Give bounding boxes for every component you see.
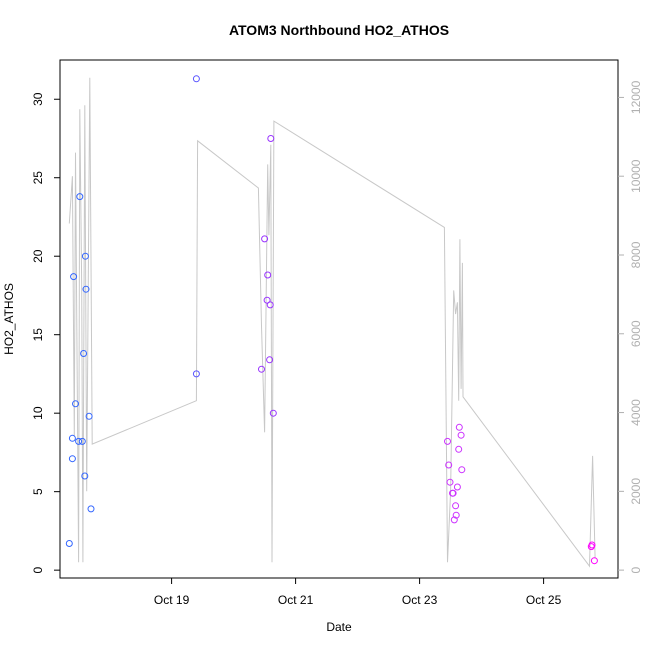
data-point bbox=[192, 370, 200, 378]
scatter-points bbox=[65, 75, 598, 565]
data-point bbox=[266, 356, 274, 364]
y2-tick-label: 4000 bbox=[629, 399, 643, 426]
x-tick-label: Oct 25 bbox=[526, 593, 562, 607]
y2-tick-label: 2000 bbox=[629, 478, 643, 505]
y2-tick-label: 6000 bbox=[629, 320, 643, 347]
y-axis-label: HO2_ATHOS bbox=[2, 283, 16, 355]
x-tick-label: Oct 21 bbox=[278, 593, 314, 607]
y2-tick-label: 12000 bbox=[629, 80, 643, 114]
y-tick-label: 30 bbox=[31, 92, 45, 106]
data-point bbox=[76, 193, 84, 201]
data-point bbox=[75, 437, 83, 445]
y-tick-label: 0 bbox=[31, 566, 45, 573]
data-point bbox=[192, 75, 200, 83]
y-tick-label: 5 bbox=[31, 488, 45, 495]
x-tick-label: Oct 23 bbox=[402, 593, 438, 607]
data-point bbox=[263, 296, 271, 304]
data-point bbox=[267, 135, 275, 142]
y-tick-label: 25 bbox=[31, 171, 45, 185]
data-point bbox=[458, 466, 466, 474]
data-point bbox=[266, 301, 274, 309]
data-point bbox=[588, 541, 596, 549]
y-tick-label: 15 bbox=[31, 328, 45, 342]
data-point bbox=[452, 511, 460, 519]
data-point bbox=[590, 557, 598, 565]
data-point bbox=[455, 423, 463, 431]
data-point bbox=[452, 502, 460, 510]
data-point bbox=[82, 285, 90, 293]
data-point bbox=[445, 461, 453, 469]
data-point bbox=[258, 365, 265, 373]
y2-tick-label: 0 bbox=[629, 566, 643, 573]
line-series-path bbox=[68, 77, 596, 568]
data-point bbox=[449, 489, 457, 497]
data-point bbox=[81, 252, 89, 260]
y-tick-label: 20 bbox=[31, 249, 45, 263]
data-point bbox=[78, 437, 86, 445]
data-point bbox=[453, 483, 461, 491]
data-point bbox=[65, 540, 73, 547]
data-point bbox=[444, 437, 451, 445]
data-point bbox=[457, 431, 465, 439]
line-series bbox=[68, 77, 596, 568]
y2-tick-label: 10000 bbox=[629, 159, 643, 193]
data-point bbox=[455, 445, 463, 453]
data-point bbox=[70, 273, 78, 281]
data-point bbox=[264, 271, 272, 279]
data-point bbox=[68, 434, 76, 442]
data-point bbox=[269, 409, 277, 417]
plot-frame bbox=[59, 59, 619, 579]
data-point bbox=[87, 505, 95, 513]
chart-title: ATOM3 Northbound HO2_ATHOS bbox=[229, 22, 449, 38]
x-axis-label: Date bbox=[326, 620, 352, 634]
data-point bbox=[68, 455, 76, 463]
data-point bbox=[85, 412, 93, 420]
data-point bbox=[72, 400, 79, 408]
y2-tick-label: 8000 bbox=[629, 241, 643, 268]
x-tick-label: Oct 19 bbox=[154, 593, 190, 607]
data-point bbox=[261, 235, 269, 243]
data-point bbox=[450, 516, 458, 524]
axes: Oct 19 Oct 21 Oct 23 Oct 25 0 5 10 15 20 25 30 0 200… bbox=[31, 80, 643, 607]
data-point bbox=[81, 472, 89, 480]
data-point bbox=[80, 350, 88, 357]
y-tick-label: 10 bbox=[31, 406, 45, 420]
data-point bbox=[446, 478, 454, 486]
